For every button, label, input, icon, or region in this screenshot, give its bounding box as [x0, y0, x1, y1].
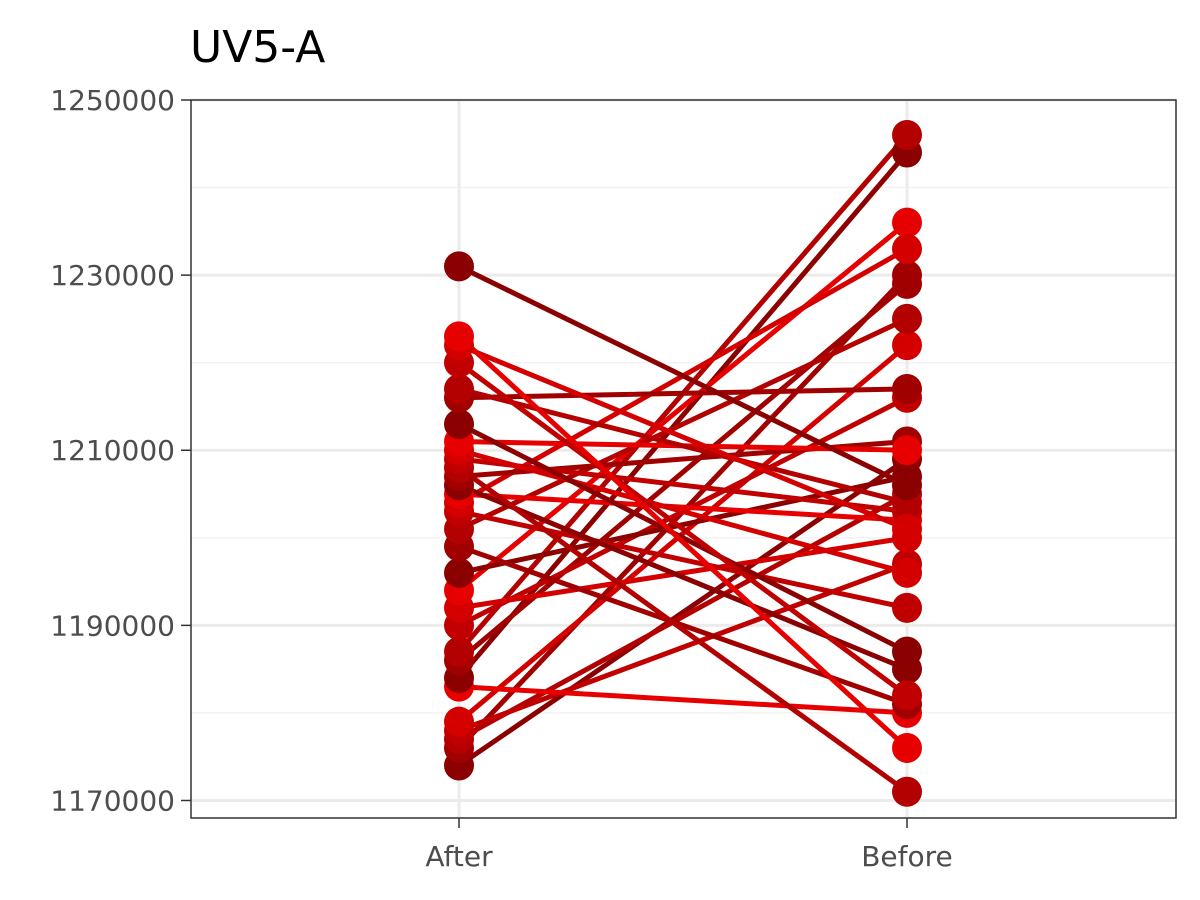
- data-point-after: [444, 373, 474, 404]
- data-point-before: [892, 120, 922, 151]
- data-point-after: [444, 251, 474, 282]
- x-axis: After Before: [425, 818, 953, 873]
- chart-title: UV5-A: [190, 22, 325, 73]
- series-line: [456, 456, 910, 768]
- data-point-before: [892, 268, 922, 299]
- series-line: [456, 491, 910, 742]
- y-tick-label: 1210000: [50, 434, 175, 467]
- series-line: [456, 386, 910, 401]
- data-point-before: [892, 233, 922, 264]
- series-line: [456, 342, 910, 532]
- y-tick-label: 1170000: [50, 784, 175, 817]
- x-tick-label: After: [425, 840, 493, 873]
- series-line: [456, 342, 910, 725]
- series-line: [456, 491, 910, 523]
- series-line: [456, 509, 910, 611]
- series-line: [456, 684, 910, 716]
- data-point-before: [892, 732, 922, 763]
- series-line: [456, 456, 910, 515]
- series-line: [456, 447, 910, 576]
- data-point-after: [444, 636, 474, 667]
- series-line: [456, 360, 910, 698]
- series-line: [456, 333, 910, 751]
- series-line: [456, 465, 910, 795]
- series-line: [456, 535, 910, 611]
- data-point-after: [444, 321, 474, 352]
- y-tick-label: 1250000: [50, 84, 175, 117]
- data-point-before: [892, 373, 922, 404]
- series-line: [456, 421, 910, 655]
- data-point-before: [892, 636, 922, 667]
- data-point-before: [892, 680, 922, 711]
- data-point-after: [444, 408, 474, 439]
- series-line: [456, 263, 910, 488]
- data-point-before: [892, 557, 922, 588]
- data-point-before: [892, 435, 922, 466]
- data-point-before: [892, 592, 922, 623]
- data-point-before: [892, 330, 922, 361]
- x-tick-label: Before: [861, 840, 953, 873]
- series-line: [456, 316, 910, 532]
- data-point-before: [892, 776, 922, 807]
- data-point-after: [444, 706, 474, 737]
- series-lines: [456, 132, 910, 795]
- data-point-before: [892, 207, 922, 238]
- data-point-before: [892, 514, 922, 545]
- series-line: [456, 474, 910, 576]
- series-line: [456, 150, 910, 681]
- data-point-after: [444, 557, 474, 588]
- y-tick-label: 1230000: [50, 259, 175, 292]
- data-point-before: [892, 303, 922, 334]
- data-point-before: [892, 470, 922, 501]
- y-tick-label: 1190000: [50, 609, 175, 642]
- panel-border: [190, 99, 1177, 819]
- series-points: [444, 120, 922, 807]
- y-axis: 1170000 1190000 1210000 1230000 1250000: [50, 84, 191, 817]
